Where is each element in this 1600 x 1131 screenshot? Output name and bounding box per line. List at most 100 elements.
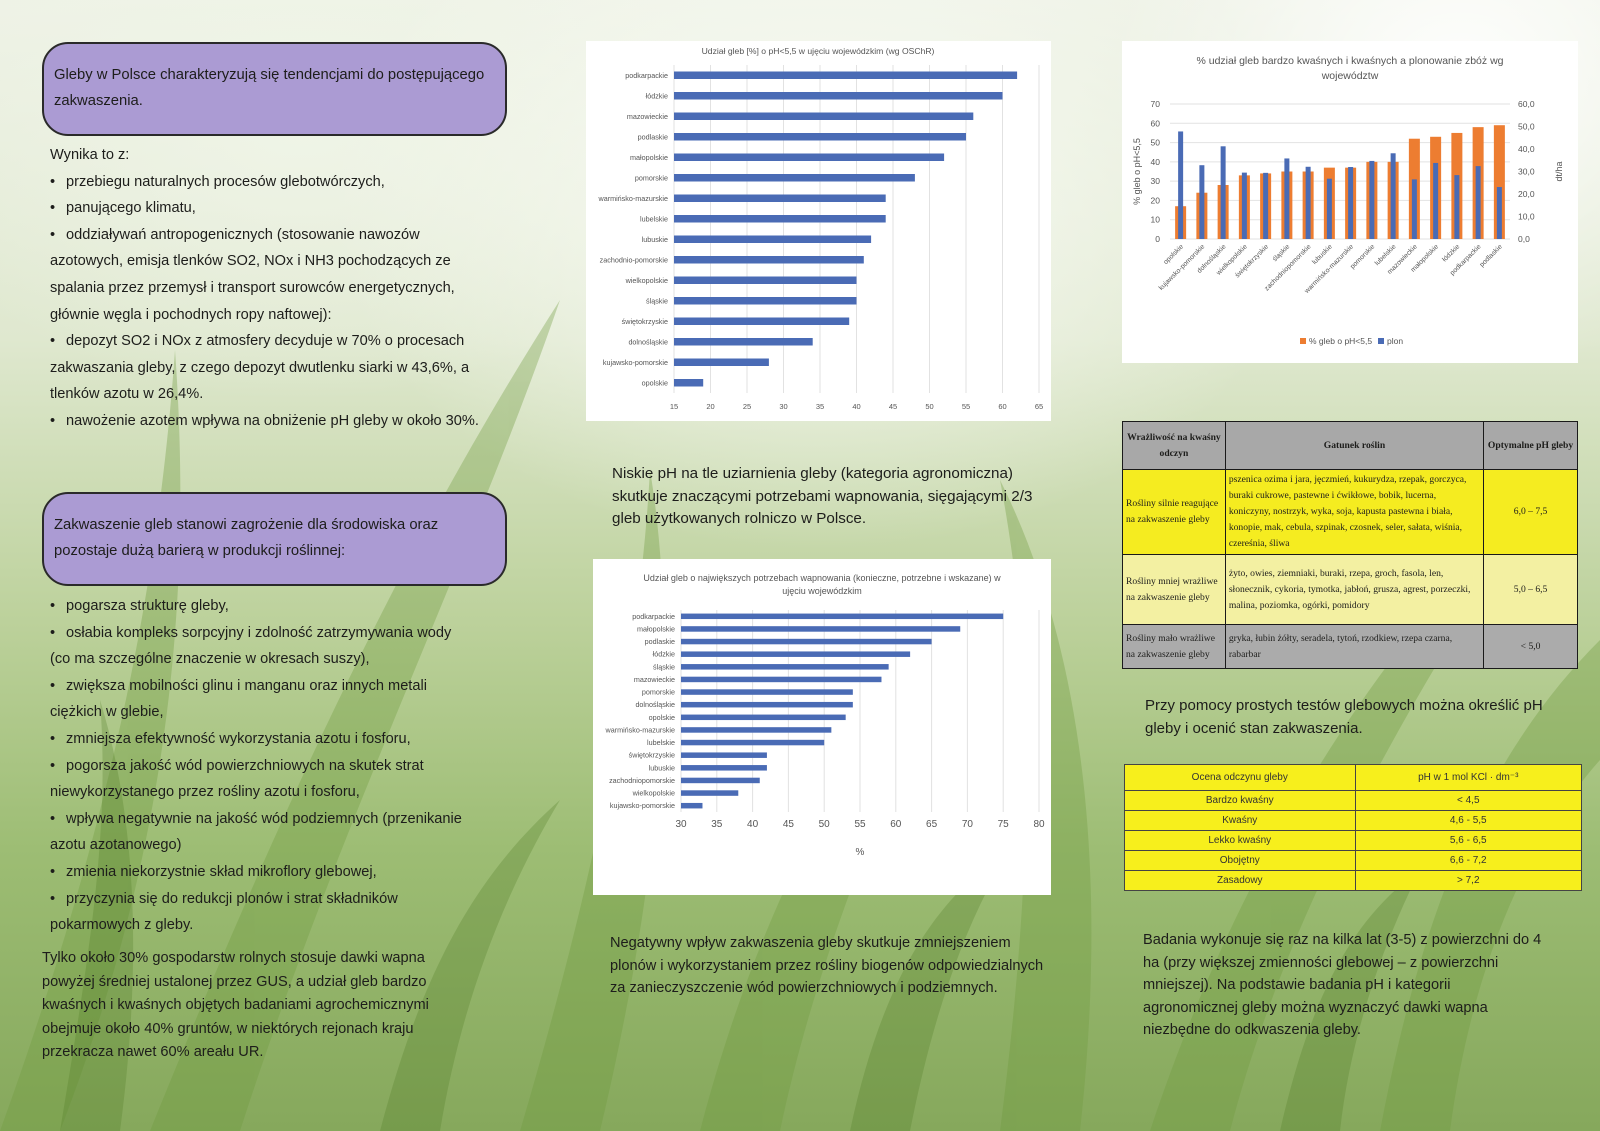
category-label: kujawsko-pomorskie: [603, 358, 668, 367]
bar: [674, 276, 857, 284]
bar-acid-share: [1493, 125, 1505, 239]
bar-yield: [1496, 187, 1502, 239]
table-cell: żyto, owies, ziemniaki, buraki, rzepa, g…: [1224, 554, 1485, 625]
bar: [674, 317, 850, 325]
bar: [674, 133, 966, 141]
legend-label: % gleb o pH<5,5: [1309, 336, 1372, 346]
bar-yield: [1433, 162, 1439, 239]
causes-intro: Wynika to z:: [50, 147, 130, 163]
category-label: zachodniopomorskie: [609, 776, 675, 785]
y-tick-label: 40: [1151, 157, 1161, 167]
bar-yield: [1220, 146, 1226, 239]
middle-text-2: Negatywny wpływ zakwaszenia gleby skutku…: [610, 935, 1044, 996]
chart-acid-soils: Udział gleb [%] o pH<5,5 w ujęciu wojewó…: [598, 46, 1044, 411]
table-cell: 4,6 - 5,5: [1354, 810, 1583, 831]
category-label: śląskie: [1272, 243, 1292, 263]
chart-title-line-2: ujęciu wojewódzkim: [782, 586, 862, 596]
table-row: Obojętny 6,6 - 7,2: [1124, 850, 1583, 871]
category-label: łódzkie: [1441, 243, 1461, 263]
bar: [681, 802, 703, 809]
category-label: lubelskie: [640, 214, 668, 223]
table-cell: pszenica ozima i jara, jęczmień, kukuryd…: [1224, 469, 1485, 555]
x-tick-label: 40: [747, 819, 759, 830]
x-tick-label: 20: [706, 402, 714, 411]
x-tick-label: 15: [670, 402, 678, 411]
category-label: lubelskie: [647, 738, 675, 747]
category-label: małopolskie: [637, 624, 675, 633]
list-item: zwiększa mobilności glinu i manganu oraz…: [50, 673, 470, 726]
chart-title-line-1: Udział gleb o największych potrzebach wa…: [643, 573, 1001, 583]
y-right-tick-label: 20,0: [1518, 189, 1535, 199]
x-tick-label: 35: [711, 819, 723, 830]
x-tick-label: 65: [926, 819, 938, 830]
bar: [674, 256, 864, 264]
bar-yield: [1241, 172, 1247, 239]
bar-yield: [1411, 179, 1417, 239]
x-tick-label: 65: [1035, 402, 1043, 411]
y-tick-label: 60: [1151, 118, 1161, 128]
y-right-tick-label: 0,0: [1518, 234, 1530, 244]
table-row: Bardzo kwaśny < 4,5: [1124, 790, 1583, 811]
chart-liming-needs: Udział gleb o największych potrzebach wa…: [605, 573, 1045, 858]
bar: [674, 174, 915, 182]
bar: [681, 790, 739, 796]
y-tick-label: 50: [1151, 138, 1161, 148]
category-label: podlaskie: [638, 132, 668, 141]
bar: [674, 338, 813, 346]
table-cell: Bardzo kwaśny: [1124, 790, 1356, 811]
table-cell: Kwaśny: [1124, 810, 1356, 831]
bar-yield: [1305, 166, 1311, 239]
table-row: Rośliny silnie reagujące na zakwaszenie …: [1122, 469, 1578, 555]
table-cell: 5,6 - 6,5: [1354, 830, 1583, 851]
table-cell: Rośliny mniej wrażliwe na zakwaszenie gl…: [1122, 554, 1226, 625]
x-axis-label: %: [856, 847, 865, 858]
legend-label: plon: [1387, 336, 1403, 346]
list-item: nawożenie azotem wpływa na obniżenie pH …: [50, 408, 480, 435]
x-tick-label: 45: [889, 402, 897, 411]
bar: [681, 651, 911, 657]
bar-yield: [1475, 166, 1481, 239]
chart-acid-vs-yield: % udział gleb bardzo kwaśnych i kwaśnych…: [1132, 55, 1564, 346]
bar: [674, 215, 886, 223]
table-cell: Lekko kwaśny: [1124, 830, 1356, 851]
bar: [674, 297, 857, 305]
y-right-tick-label: 40,0: [1518, 144, 1535, 154]
category-label: mazowieckie: [627, 112, 668, 121]
y-tick-label: 70: [1151, 99, 1161, 109]
table-row: Rośliny mało wrażliwe na zakwaszenie gle…: [1122, 624, 1578, 669]
y-right-tick-label: 10,0: [1518, 212, 1535, 222]
y-tick-label: 10: [1151, 215, 1161, 225]
category-label: łódzkie: [646, 91, 668, 100]
y-tick-label: 20: [1151, 195, 1161, 205]
list-item: panującego klimatu,: [50, 195, 480, 222]
table-header: Optymalne pH gleby: [1483, 421, 1578, 470]
list-item: wpływa negatywnie na jakość wód podziemn…: [50, 806, 470, 859]
table-cell: < 5,0: [1483, 624, 1578, 669]
x-tick-label: 60: [998, 402, 1006, 411]
category-label: opolskie: [649, 713, 675, 722]
x-tick-label: 80: [1033, 819, 1045, 830]
bar: [674, 153, 945, 161]
category-label: łódzkie: [653, 650, 675, 659]
x-tick-label: 35: [816, 402, 824, 411]
y-right-tick-label: 60,0: [1518, 99, 1535, 109]
list-item: pogarsza strukturę gleby,: [50, 593, 470, 620]
category-label: wielkopolskie: [632, 789, 675, 798]
bar-yield: [1348, 167, 1354, 239]
table-header: pH w 1 mol KCl · dm⁻³: [1354, 764, 1583, 791]
bar: [681, 676, 882, 683]
x-tick-label: 60: [890, 819, 902, 830]
category-label: podkarpackie: [632, 612, 675, 621]
bar: [681, 727, 832, 733]
info-box-text: Zakwaszenie gleb stanowi zagrożenie dla …: [54, 517, 439, 559]
category-label: lubuskie: [649, 763, 675, 772]
table-cell: 6,0 – 7,5: [1483, 469, 1578, 555]
category-label: śląskie: [646, 296, 668, 305]
table-cell: Zasadowy: [1124, 870, 1356, 891]
list-item: pogorsza jakość wód powierzchniowych na …: [50, 753, 470, 806]
x-tick-label: 40: [852, 402, 860, 411]
chart-title: Udział gleb [%] o pH<5,5 w ujęciu wojewó…: [702, 46, 935, 56]
table-row: Lekko kwaśny 5,6 - 6,5: [1124, 830, 1583, 851]
table-cell: 5,0 – 6,5: [1483, 554, 1578, 625]
x-tick-label: 70: [962, 819, 974, 830]
